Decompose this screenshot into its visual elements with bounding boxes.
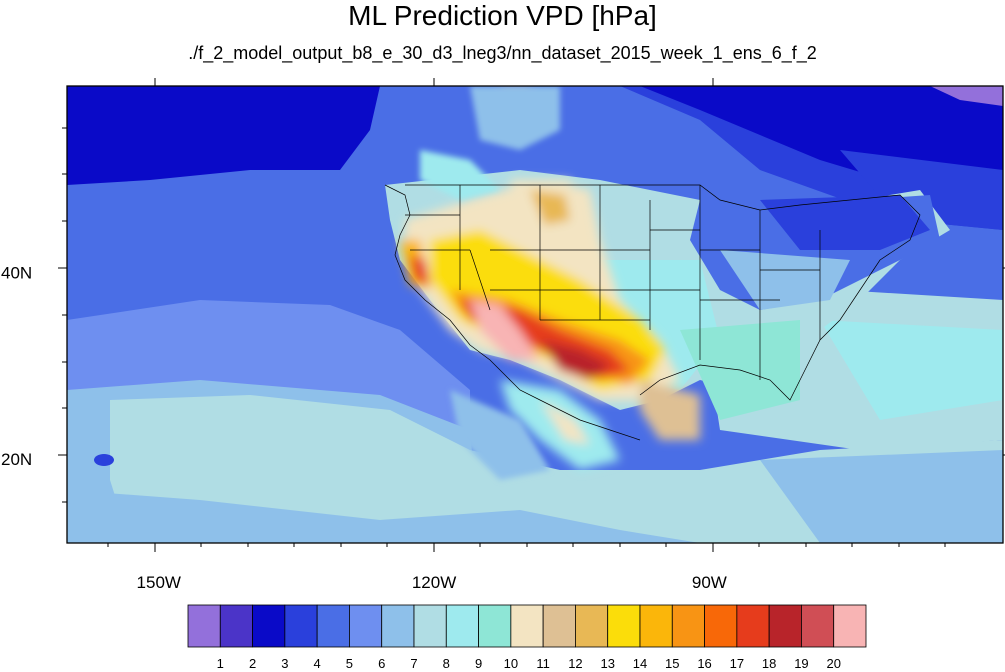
colorbar-labels: 1 2 3 4 5 6 7 8 9 10 11 12 13 14 15 16 17 18 19 20 [217, 656, 841, 671]
colorbar-label: 4 [314, 656, 321, 671]
colorbar-swatch [381, 604, 415, 648]
colorbar-swatch [316, 604, 350, 648]
colorbar-swatch [478, 604, 512, 648]
state-boundaries [384, 184, 921, 441]
colorbar-label: 17 [730, 656, 744, 671]
colorbar-label: 1 [217, 656, 224, 671]
colorbar-label: 11 [536, 656, 550, 671]
colorbar-label: 6 [378, 656, 385, 671]
colorbar-swatch [284, 604, 318, 648]
colorbar-label: 3 [281, 656, 288, 671]
colorbar-swatch [187, 604, 221, 648]
colorbar-label: 12 [568, 656, 582, 671]
latitude-labels: 40N 20N [1, 264, 32, 470]
colorbar-swatch [413, 604, 447, 648]
map-subtitle: ./f_2_model_output_b8_e_30_d3_lneg3/nn_d… [188, 43, 817, 63]
colorbar-label: 13 [600, 656, 614, 671]
vpd-field [67, 86, 1003, 543]
colorbar-swatch [671, 604, 705, 648]
colorbar-swatch [801, 604, 835, 648]
colorbar-label: 5 [346, 656, 353, 671]
longitude-tick-label: 120W [412, 573, 456, 592]
colorbar-swatch [833, 604, 867, 648]
colorbar-swatch [510, 604, 544, 648]
longitude-tick-label: 90W [692, 573, 727, 592]
colorbar-label: 16 [697, 656, 711, 671]
colorbar [187, 604, 867, 648]
map-title: ML Prediction VPD [hPa] [348, 0, 657, 31]
colorbar-label: 19 [794, 656, 808, 671]
colorbar-label: 10 [504, 656, 518, 671]
longitude-tick-label: 150W [137, 573, 181, 592]
colorbar-swatch [768, 604, 802, 648]
colorbar-swatch [252, 604, 286, 648]
colorbar-swatch [639, 604, 673, 648]
colorbar-label: 18 [762, 656, 776, 671]
latitude-tick-label: 40N [1, 264, 32, 283]
colorbar-label: 15 [665, 656, 679, 671]
colorbar-swatch [607, 604, 641, 648]
colorbar-label: 7 [410, 656, 417, 671]
colorbar-swatch [704, 604, 738, 648]
latitude-tick-label: 20N [1, 450, 32, 469]
colorbar-label: 2 [249, 656, 256, 671]
colorbar-swatch [575, 604, 609, 648]
colorbar-label: 8 [443, 656, 450, 671]
colorbar-label: 20 [826, 656, 840, 671]
colorbar-label: 9 [475, 656, 482, 671]
colorbar-swatch [445, 604, 479, 648]
colorbar-swatch [542, 604, 576, 648]
colorbar-label: 14 [633, 656, 647, 671]
colorbar-swatch [219, 604, 253, 648]
colorbar-swatch [349, 604, 383, 648]
longitude-labels: 150W 120W 90W [137, 573, 727, 592]
colorbar-swatch [736, 604, 770, 648]
